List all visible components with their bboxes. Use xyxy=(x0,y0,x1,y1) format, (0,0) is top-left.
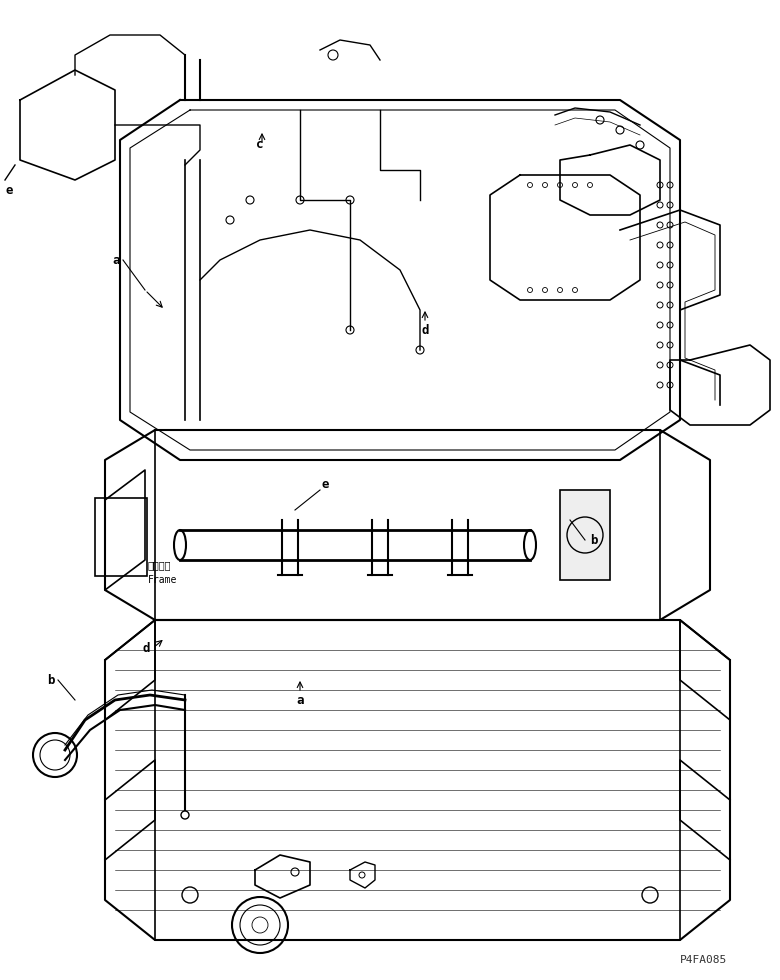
Text: フレーム: フレーム xyxy=(148,560,172,570)
Text: b: b xyxy=(590,533,597,547)
Text: Frame: Frame xyxy=(148,575,177,585)
Text: a: a xyxy=(112,254,120,267)
Text: d: d xyxy=(143,642,150,655)
Bar xyxy=(95,498,147,576)
Text: d: d xyxy=(421,323,429,336)
Bar xyxy=(560,490,610,580)
Text: P4FA085: P4FA085 xyxy=(680,955,727,965)
Text: e: e xyxy=(321,478,328,492)
Text: a: a xyxy=(296,694,303,707)
Text: e: e xyxy=(5,183,12,197)
Text: b: b xyxy=(48,673,55,687)
Text: c: c xyxy=(257,138,264,152)
